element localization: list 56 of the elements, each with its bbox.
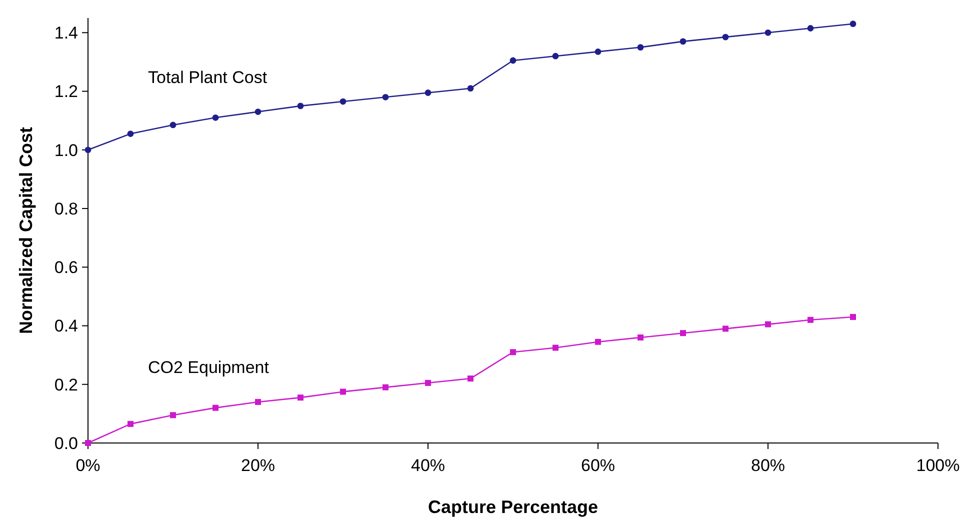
y-tick-label: 1.4 (54, 24, 78, 43)
y-tick-label: 0.8 (54, 199, 78, 218)
point (297, 102, 304, 110)
point (212, 114, 219, 121)
x-axis-title: Capture Percentage (428, 497, 598, 517)
y-tick-label: 0.6 (54, 258, 78, 278)
point (850, 314, 856, 320)
point (170, 412, 176, 418)
point (382, 384, 388, 390)
point (467, 85, 474, 92)
point (722, 326, 728, 332)
x-tick-label: 60% (580, 456, 616, 475)
y-tick-label: 0.4 (54, 316, 78, 336)
point (680, 38, 686, 45)
y-tick-label: 1.2 (54, 82, 78, 102)
point (808, 316, 814, 323)
point (764, 29, 772, 36)
point (128, 420, 134, 427)
point (594, 48, 602, 55)
y-tick-label: 0.0 (54, 434, 78, 453)
x-tick-label: 20% (240, 456, 276, 475)
point (84, 146, 92, 154)
point (298, 394, 304, 401)
point (85, 440, 91, 446)
point (255, 398, 261, 405)
x-tick-label: 100% (916, 456, 960, 475)
series-label: Total Plant Cost (148, 68, 268, 87)
point (638, 334, 644, 340)
point (510, 57, 516, 64)
point (170, 122, 176, 128)
point (127, 130, 134, 137)
point (680, 330, 686, 336)
point (807, 25, 814, 32)
y-tick-label: 1.0 (54, 140, 78, 160)
point (254, 108, 262, 115)
point (850, 20, 856, 28)
point (765, 321, 771, 328)
point (637, 44, 644, 51)
y-axis-title: Normalized Capital Cost (16, 126, 36, 334)
x-tick-label: 40% (410, 456, 446, 475)
point (510, 349, 516, 356)
x-tick-label: 0% (76, 456, 100, 475)
point (340, 98, 346, 105)
point (722, 34, 729, 40)
y-tick-label: 0.2 (54, 375, 78, 394)
series-label: CO2 Equipment (148, 358, 270, 378)
point (425, 380, 431, 386)
point (382, 94, 389, 100)
point (595, 338, 601, 345)
x-tick-label: 80% (750, 456, 786, 475)
point (424, 90, 432, 96)
point (552, 52, 559, 60)
point (468, 376, 474, 382)
point (552, 344, 558, 351)
point (212, 404, 218, 411)
point (340, 388, 346, 395)
